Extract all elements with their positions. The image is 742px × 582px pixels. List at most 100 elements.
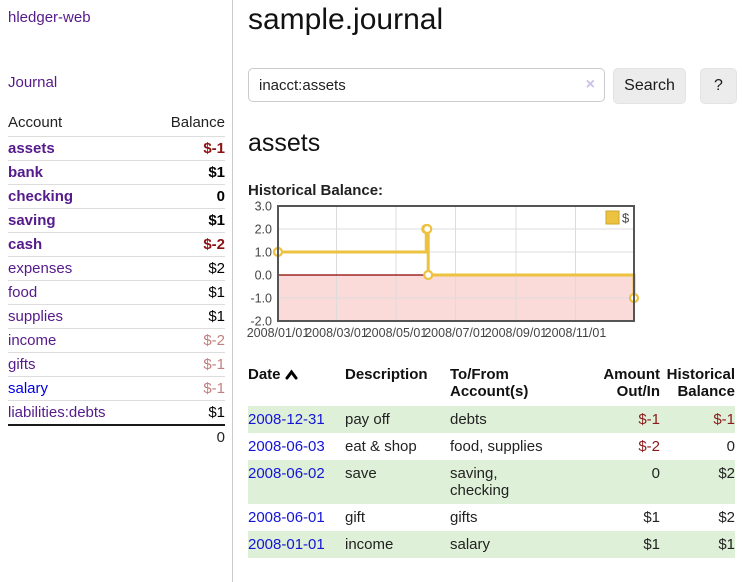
x-tick-label: 2008/03/01 — [305, 326, 368, 340]
search-input-wrap: × — [248, 68, 605, 102]
register-description-cell: save — [345, 465, 377, 482]
register-row: 2008-06-02 save saving, checking 0 $2 — [248, 460, 735, 504]
register-date-cell: 2008-01-01 — [248, 531, 345, 558]
account-link-bank[interactable]: bank — [8, 164, 44, 181]
search-button[interactable]: Search — [613, 68, 686, 104]
y-tick-label: 0.0 — [255, 269, 272, 283]
account-balance: $1 — [147, 208, 225, 233]
account-link-income[interactable]: income — [8, 332, 57, 349]
account-link-saving[interactable]: saving — [8, 212, 56, 229]
accounts-total-row: 0 — [8, 424, 225, 450]
account-balance: $-1 — [147, 352, 225, 377]
accounts-header-account: Account — [8, 114, 63, 131]
register-header-description: Description — [345, 366, 428, 383]
legend-label: $ — [622, 211, 630, 226]
account-row: expenses $2 — [8, 256, 225, 281]
account-link-liabilities-debts[interactable]: liabilities:debts — [8, 404, 106, 421]
register-header-row: Date Description To/From Account(s) Amou… — [248, 362, 735, 406]
account-row: checking 0 — [8, 184, 225, 209]
transaction-date-link[interactable]: 2008-06-02 — [248, 465, 325, 482]
data-point-marker — [423, 269, 434, 281]
account-balance: $1 — [147, 304, 225, 329]
register-balance-cell: $2 — [718, 465, 735, 482]
register-amount-cell: $1 — [643, 509, 660, 526]
register-table: Date Description To/From Account(s) Amou… — [248, 362, 735, 558]
account-name-cell: liabilities:debts — [8, 400, 148, 425]
account-link-cash[interactable]: cash — [8, 236, 43, 253]
x-tick-label: 2008/09/01 — [485, 326, 548, 340]
search-input[interactable] — [248, 68, 605, 102]
accounts-table-body: assets $-1 bank $1 checking 0 saving $1 cash $-2 e… — [8, 136, 225, 425]
account-balance: $-2 — [147, 232, 225, 257]
account-link-checking[interactable]: checking — [8, 188, 74, 205]
account-row: assets $-1 — [8, 136, 225, 161]
sidebar: hledger-web Journal Account Balance asse… — [0, 0, 233, 582]
account-row: saving $1 — [8, 208, 225, 233]
account-name-cell: checking — [8, 184, 148, 209]
account-name-cell: salary — [8, 376, 148, 401]
register-amount-cell: $1 — [643, 536, 660, 553]
app-title-link[interactable]: hledger-web — [8, 9, 91, 26]
account-name-cell: supplies — [8, 304, 148, 329]
account-link-food[interactable]: food — [8, 284, 38, 301]
clear-search-icon[interactable]: × — [585, 76, 595, 93]
account-link-assets[interactable]: assets — [8, 140, 55, 157]
register-accounts-cell: salary — [450, 536, 491, 553]
transaction-date-link[interactable]: 2008-06-01 — [248, 509, 325, 526]
account-name-cell: food — [8, 280, 148, 305]
register-row: 2008-06-01 gift gifts $1 $2 — [248, 504, 735, 531]
search-form: × Search ? — [248, 68, 737, 104]
register-date-cell: 2008-06-01 — [248, 504, 345, 531]
account-name-cell: expenses — [8, 256, 148, 281]
register-date-cell: 2008-06-02 — [248, 460, 345, 504]
account-heading: assets — [248, 129, 321, 157]
register-header-accounts: To/From Account(s) — [450, 366, 529, 400]
x-tick-label: 2008/07/01 — [424, 326, 487, 340]
x-tick-label: 2008/01/01 — [247, 326, 310, 340]
account-balance: $1 — [147, 400, 225, 425]
account-row: gifts $-1 — [8, 352, 225, 377]
x-tick-label: 2008/05/01 — [365, 326, 428, 340]
y-tick-label: -2.0 — [250, 315, 272, 329]
accounts-total-spacer — [8, 424, 148, 450]
register-header-balance: Historical Balance — [666, 366, 735, 400]
y-tick-label: 3.0 — [255, 200, 272, 214]
account-name-cell: gifts — [8, 352, 148, 377]
transaction-date-link[interactable]: 2008-01-01 — [248, 536, 325, 553]
sidebar-item-journal[interactable]: Journal — [8, 74, 58, 91]
account-name-cell: bank — [8, 160, 148, 185]
register-description-cell: income — [345, 536, 394, 553]
account-link-gifts[interactable]: gifts — [8, 356, 36, 373]
account-row: food $1 — [8, 280, 225, 305]
register-date-cell: 2008-06-03 — [248, 433, 345, 460]
register-accounts-cell: gifts — [450, 509, 478, 526]
account-balance: $-1 — [147, 136, 225, 161]
chart-label: Historical Balance: — [248, 182, 384, 199]
account-link-salary[interactable]: salary — [8, 380, 49, 397]
register-balance-cell: $1 — [718, 536, 735, 553]
y-tick-label: 1.0 — [255, 246, 272, 260]
register-row: 2008-01-01 income salary $1 $1 — [248, 531, 735, 558]
register-balance-cell: 0 — [726, 438, 735, 455]
register-amount-cell: $-1 — [638, 411, 660, 428]
register-header-date[interactable]: Date — [248, 362, 345, 406]
register-header-date-label: Date — [248, 366, 281, 383]
register-description-cell: eat & shop — [345, 438, 417, 455]
help-button[interactable]: ? — [700, 68, 737, 104]
transaction-date-link[interactable]: 2008-12-31 — [248, 411, 325, 428]
account-balance: $1 — [147, 280, 225, 305]
register-accounts-cell: saving, checking — [450, 465, 510, 499]
historical-balance-chart: 3.0 2.0 1.0 0.0 -1.0 -2.0 2008/01/01 2008/03/01… — [247, 200, 668, 343]
register-balance-cell: $2 — [718, 509, 735, 526]
account-name-cell: cash — [8, 232, 148, 257]
account-link-supplies[interactable]: supplies — [8, 308, 64, 325]
page-title: sample.journal — [248, 3, 444, 36]
historical-balance-chart-svg: 3.0 2.0 1.0 0.0 -1.0 -2.02008/01/012008/03/01… — [247, 200, 640, 340]
account-balance: $-1 — [147, 376, 225, 401]
x-tick-label: 2008/11/01 — [545, 326, 607, 340]
account-link-expenses[interactable]: expenses — [8, 260, 73, 277]
account-name-cell: assets — [8, 136, 148, 161]
transaction-date-link[interactable]: 2008-06-03 — [248, 438, 325, 455]
register-accounts-cell: debts — [450, 411, 487, 428]
account-name-cell: income — [8, 328, 148, 353]
